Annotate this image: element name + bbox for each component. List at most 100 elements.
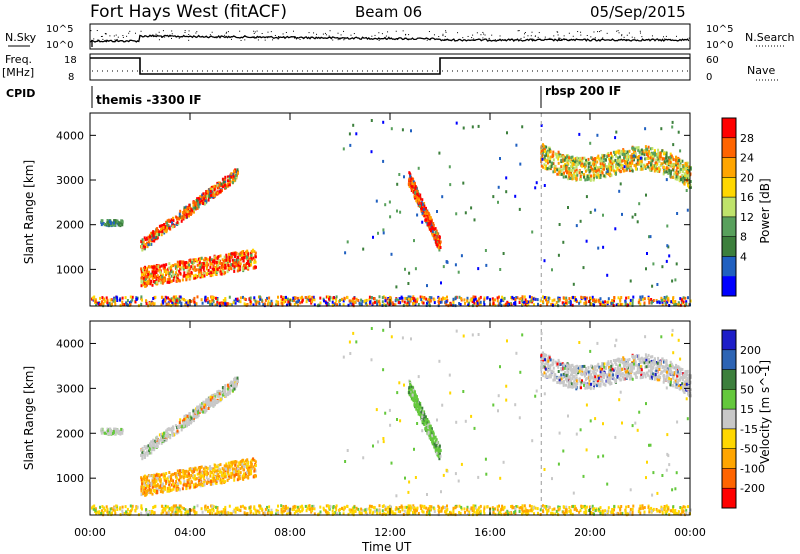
power-pixel	[552, 158, 555, 162]
power-pixel	[593, 300, 596, 304]
power-pixel	[211, 191, 214, 195]
search-count-dot	[126, 35, 128, 37]
power-pixel	[150, 237, 153, 241]
power-pixel	[149, 302, 152, 306]
power-pixel	[654, 153, 656, 157]
power-pixel	[677, 164, 680, 168]
search-count-dot	[618, 32, 620, 34]
search-count-dot	[343, 39, 345, 41]
search-count-dot	[617, 30, 619, 32]
power-pixel	[668, 254, 671, 258]
velocity-pixel	[227, 472, 230, 476]
power-pixel	[592, 299, 594, 302]
power-pixel	[623, 156, 625, 160]
power-pixel	[558, 167, 561, 171]
velocity-pixel	[212, 479, 215, 483]
search-count-dot	[532, 38, 534, 40]
power-pixel	[187, 269, 190, 273]
power-pixel	[617, 159, 620, 163]
power-pixel	[100, 219, 103, 223]
velocity-pixel	[197, 411, 200, 415]
power-pixel	[214, 270, 217, 274]
search-count-dot	[225, 32, 227, 34]
velocity-pixel	[180, 469, 183, 473]
power-pixel	[161, 224, 164, 227]
velocity-pixel	[228, 391, 231, 395]
power-pixel	[656, 153, 659, 157]
search-count-dot	[504, 38, 506, 40]
power-pixel	[152, 275, 155, 278]
search-count-dot	[93, 38, 95, 40]
power-pixel	[295, 300, 298, 304]
power-pixel	[270, 299, 273, 303]
power-pixel	[634, 155, 637, 159]
power-pixel	[157, 265, 159, 269]
power-pixel	[683, 182, 686, 186]
velocity-pixel	[163, 440, 166, 444]
velocity-pixel	[165, 479, 168, 483]
velocity-pixel	[428, 428, 431, 432]
velocity-pixel	[159, 438, 162, 442]
velocity-pixel	[252, 475, 255, 479]
power-pixel	[190, 299, 193, 303]
power-pixel	[568, 167, 571, 171]
power-pixel	[653, 169, 656, 173]
power-pixel	[297, 300, 300, 304]
search-count-dot	[340, 34, 342, 36]
velocity-pixel	[207, 477, 210, 481]
power-pixel	[438, 301, 440, 305]
power-pixel	[167, 302, 170, 306]
power-pixel	[557, 296, 560, 300]
search-count-dot	[374, 34, 376, 36]
power-pixel	[123, 303, 126, 307]
search-count-dot	[230, 38, 232, 40]
power-pixel	[407, 300, 410, 304]
power-pixel	[503, 296, 506, 300]
power-pixel	[232, 174, 235, 178]
power-pixel	[247, 259, 250, 263]
velocity-pixel	[141, 457, 144, 461]
power-pixel	[644, 145, 647, 149]
power-pixel	[180, 260, 183, 264]
power-pixel	[97, 302, 100, 305]
power-pixel	[293, 296, 296, 299]
power-pixel	[110, 298, 113, 302]
search-count-dot	[556, 31, 558, 33]
power-pixel	[551, 268, 553, 272]
power-pixel	[607, 152, 610, 155]
velocity-pixel	[221, 474, 224, 478]
velocity-pixel	[433, 436, 436, 440]
power-pixel	[117, 223, 120, 227]
power-pixel	[362, 247, 365, 251]
power-pixel	[175, 268, 178, 272]
power-pixel	[207, 198, 210, 202]
velocity-pixel	[181, 424, 184, 428]
power-pixel	[644, 167, 647, 170]
power-pixel	[390, 252, 393, 256]
freq-left-tick-top: 18	[64, 55, 77, 66]
search-count-dot	[396, 37, 398, 39]
power-pixel	[148, 270, 150, 274]
power-pixel	[260, 298, 263, 302]
power-pixel	[423, 296, 426, 299]
power-pixel	[429, 220, 432, 224]
power-pixel	[172, 298, 175, 302]
power-pixel	[426, 301, 428, 305]
power-pixel	[349, 143, 352, 147]
power-pixel	[650, 167, 653, 171]
power-pixel	[336, 303, 339, 307]
power-pixel	[590, 302, 593, 306]
power-pixel	[638, 150, 641, 154]
velocity-pixel	[144, 446, 147, 450]
power-pixel	[358, 301, 361, 305]
power-pixel	[550, 161, 553, 165]
power-pixel	[641, 295, 644, 299]
power-pixel	[634, 213, 637, 217]
power-pixel	[477, 299, 480, 303]
power-pixel	[185, 266, 187, 270]
power-pixel	[541, 154, 544, 158]
power-pixel	[660, 162, 663, 166]
power-pixel	[629, 279, 632, 283]
velocity-pixel	[427, 426, 430, 430]
power-pixel	[222, 185, 224, 189]
